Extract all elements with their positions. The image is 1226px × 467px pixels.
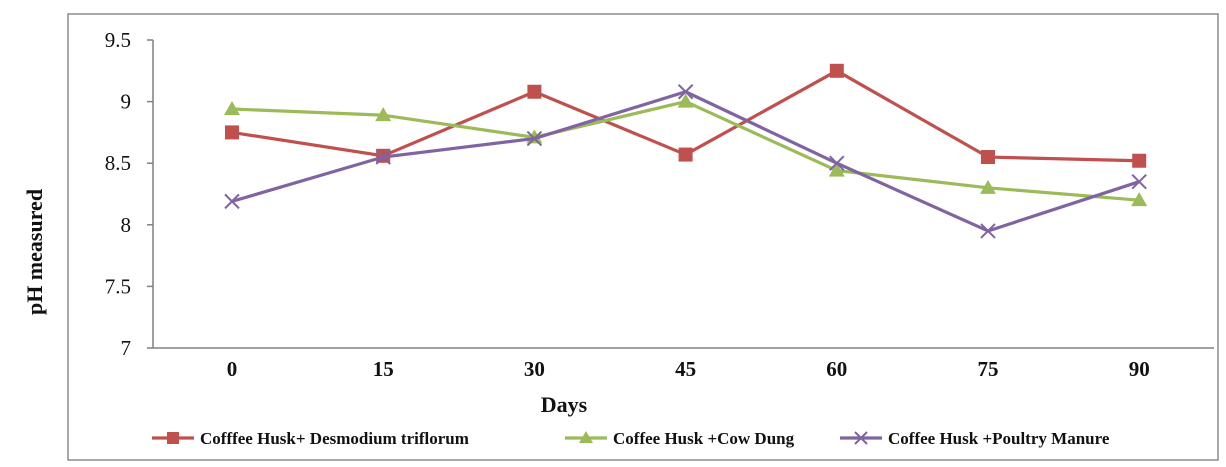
data-point <box>375 149 391 165</box>
y-tick-label: 9 <box>121 90 132 114</box>
data-point <box>224 100 240 115</box>
x-tick-label: 15 <box>373 357 394 381</box>
x-tick-label: 90 <box>1129 357 1150 381</box>
data-point <box>829 63 844 78</box>
x-axis-ticks: 0 15 30 45 60 75 90 <box>227 357 1150 381</box>
data-point <box>527 84 542 99</box>
legend-item-2: Coffee Husk +Cow Dung <box>565 429 795 448</box>
data-point <box>526 130 543 147</box>
data-point-stroke-b <box>980 223 996 239</box>
data-point <box>1131 192 1148 207</box>
y-tick-label: 8.5 <box>105 151 131 175</box>
y-tick-label: 8 <box>121 213 132 237</box>
x-tick-label: 60 <box>826 357 847 381</box>
x-tick-label: 75 <box>978 357 999 381</box>
data-point <box>828 162 845 177</box>
y-tick-label: 9.5 <box>105 28 131 52</box>
data-point <box>829 155 845 171</box>
y-tick-label: 7 <box>121 336 132 360</box>
legend-label: Coffee Husk +Poultry Manure <box>888 429 1110 448</box>
x-tick-label: 45 <box>675 357 696 381</box>
data-point-stroke-b <box>375 149 391 165</box>
data-point <box>981 150 995 165</box>
data-point <box>1131 173 1147 190</box>
legend-label: Cofffee Husk+ Desmodium triflorum <box>200 429 469 448</box>
legend-swatch-marker <box>579 431 593 443</box>
data-point <box>678 147 693 162</box>
series-layer <box>224 63 1148 239</box>
data-point <box>224 193 240 210</box>
data-point-stroke-b <box>677 84 694 100</box>
y-axis-title: pH measured <box>22 189 47 315</box>
legend-swatch-marker <box>167 432 179 444</box>
legend-label: Coffee Husk +Cow Dung <box>613 429 795 448</box>
data-point <box>677 93 694 108</box>
series-3 <box>224 84 1147 239</box>
data-point <box>980 179 996 194</box>
data-point <box>375 107 392 122</box>
data-point-stroke-b <box>829 155 845 171</box>
data-point-stroke-b <box>224 193 240 210</box>
legend-swatch-marker-stroke-b <box>854 431 868 445</box>
legend-item-3: Coffee Husk +Poultry Manure <box>840 429 1110 448</box>
data-point-stroke-b <box>1131 173 1147 190</box>
x-axis-title: Days <box>541 392 588 417</box>
legend-item-1: Cofffee Husk+ Desmodium triflorum <box>152 429 469 448</box>
data-point <box>677 84 694 100</box>
y-tick-label: 7.5 <box>105 274 131 298</box>
legend-swatch-marker <box>854 431 868 445</box>
legend: Cofffee Husk+ Desmodium triflorum Coffee … <box>152 429 1110 448</box>
chart-border <box>67 13 1219 461</box>
data-point-stroke-b <box>526 130 543 147</box>
data-point <box>1132 153 1147 168</box>
x-tick-label: 0 <box>227 357 238 381</box>
data-point <box>225 125 239 140</box>
x-tick-label: 30 <box>524 357 545 381</box>
data-point <box>980 223 996 239</box>
y-axis-ticks: 7 7.5 8 8.5 9 9.5 <box>105 28 153 360</box>
